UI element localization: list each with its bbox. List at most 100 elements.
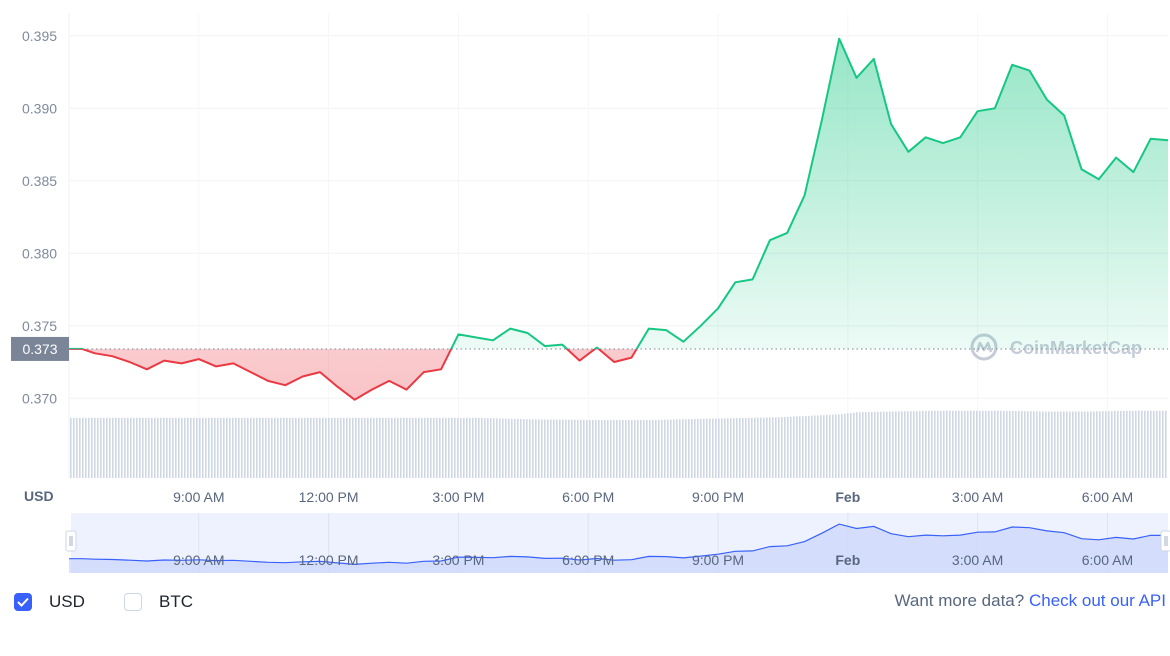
volume-bar [82,417,84,478]
reference-line: 0.373 [11,336,1168,361]
volume-bar [940,410,942,478]
volume-bar [331,417,333,478]
usd-toggle[interactable]: USD [14,592,85,612]
volume-bar [1144,410,1146,478]
volume-bar [799,416,801,478]
volume-bar [952,410,954,478]
navigator-right-handle[interactable] [1160,530,1170,552]
volume-bar [724,418,726,478]
volume-bar [355,417,357,478]
volume-bar [397,417,399,478]
x-tick-label: 9:00 AM [173,489,224,505]
volume-bar [535,419,537,478]
price-line-down [69,348,638,401]
volume-bar [205,417,207,478]
volume-bar [763,417,765,478]
volume-bar [214,417,216,478]
current-price-badge [11,336,69,361]
volume-bar [469,417,471,478]
volume-bar [184,417,186,478]
y-tick-label: 0.370 [22,390,57,406]
volume-bar [1012,411,1014,478]
btc-toggle[interactable]: BTC [124,592,193,612]
volume-bar [1153,410,1155,478]
volume-bar [598,419,600,478]
volume-bar [514,418,516,478]
volume-bar [229,417,231,478]
navigator-tick-label: 3:00 AM [952,552,1003,568]
x-tick-label: 12:00 PM [299,489,359,505]
volume-bar [505,418,507,478]
volume-bar [1015,411,1017,478]
volume-bar [688,419,690,478]
navigator-left-handle[interactable] [65,530,77,552]
volume-bar [322,417,324,478]
volume-bar [430,417,432,478]
volume-bar [436,417,438,478]
volume-bar [646,419,648,478]
volume-bar [1063,411,1065,478]
volume-bar [478,417,480,478]
volume-bar [319,417,321,478]
volume-bar [820,415,822,478]
volume-bar [862,412,864,478]
navigator-tick-label: 12:00 PM [299,552,359,568]
volume-bar [271,417,273,478]
volume-bar [1162,410,1164,478]
volume-bar [679,419,681,478]
usd-label: USD [49,592,85,611]
volume-bar [76,417,78,478]
volume-bar [1096,411,1098,478]
volume-bar [79,417,81,478]
volume-bar [1156,410,1158,478]
api-link[interactable]: Check out our API [1028,591,1166,610]
volume-bar [97,417,99,478]
volume-bar [1132,410,1134,478]
volume-bar [976,410,978,478]
volume-bar [1165,410,1167,478]
volume-bar [1024,411,1026,478]
volume-bar [823,415,825,478]
volume-bar [247,417,249,478]
usd-checkbox[interactable] [14,593,32,611]
volume-bar [424,417,426,478]
price-line [69,37,1169,401]
volume-bar [364,417,366,478]
volume-bar [736,418,738,478]
navigator[interactable]: 9:00 AM 12:00 PM 3:00 PM 6:00 PM 9:00 PM Feb 3… [65,513,1170,573]
volume-bar [784,417,786,478]
volume-bar [1102,411,1104,478]
volume-bar [433,417,435,478]
volume-bar [847,413,849,478]
navigator-tick-label: 6:00 PM [562,552,614,568]
btc-checkbox[interactable] [124,593,142,611]
volume-bar [1003,410,1005,478]
volume-bar [832,414,834,478]
volume-bar [439,417,441,478]
volume-bar [130,417,132,478]
volume-bar [94,417,96,478]
volume-bar [292,417,294,478]
volume-bar [556,419,558,478]
volume-bar [91,417,93,478]
volume-bar [1129,410,1131,478]
y-tick-label: 0.390 [22,100,57,116]
volume-bar [937,410,939,478]
volume-bar [964,410,966,478]
volume-bar [325,417,327,478]
volume-bar [1147,410,1149,478]
volume-bar [1138,410,1140,478]
volume-bar [223,417,225,478]
volume-bar [934,410,936,478]
volume-bar [631,419,633,478]
volume-bar [220,417,222,478]
volume-bar [1027,411,1029,478]
price-area [69,38,1168,400]
volume-bar [760,417,762,478]
volume-bar [88,417,90,478]
volume-bar [460,417,462,478]
volume-bar [892,411,894,478]
volume-bar [445,417,447,478]
